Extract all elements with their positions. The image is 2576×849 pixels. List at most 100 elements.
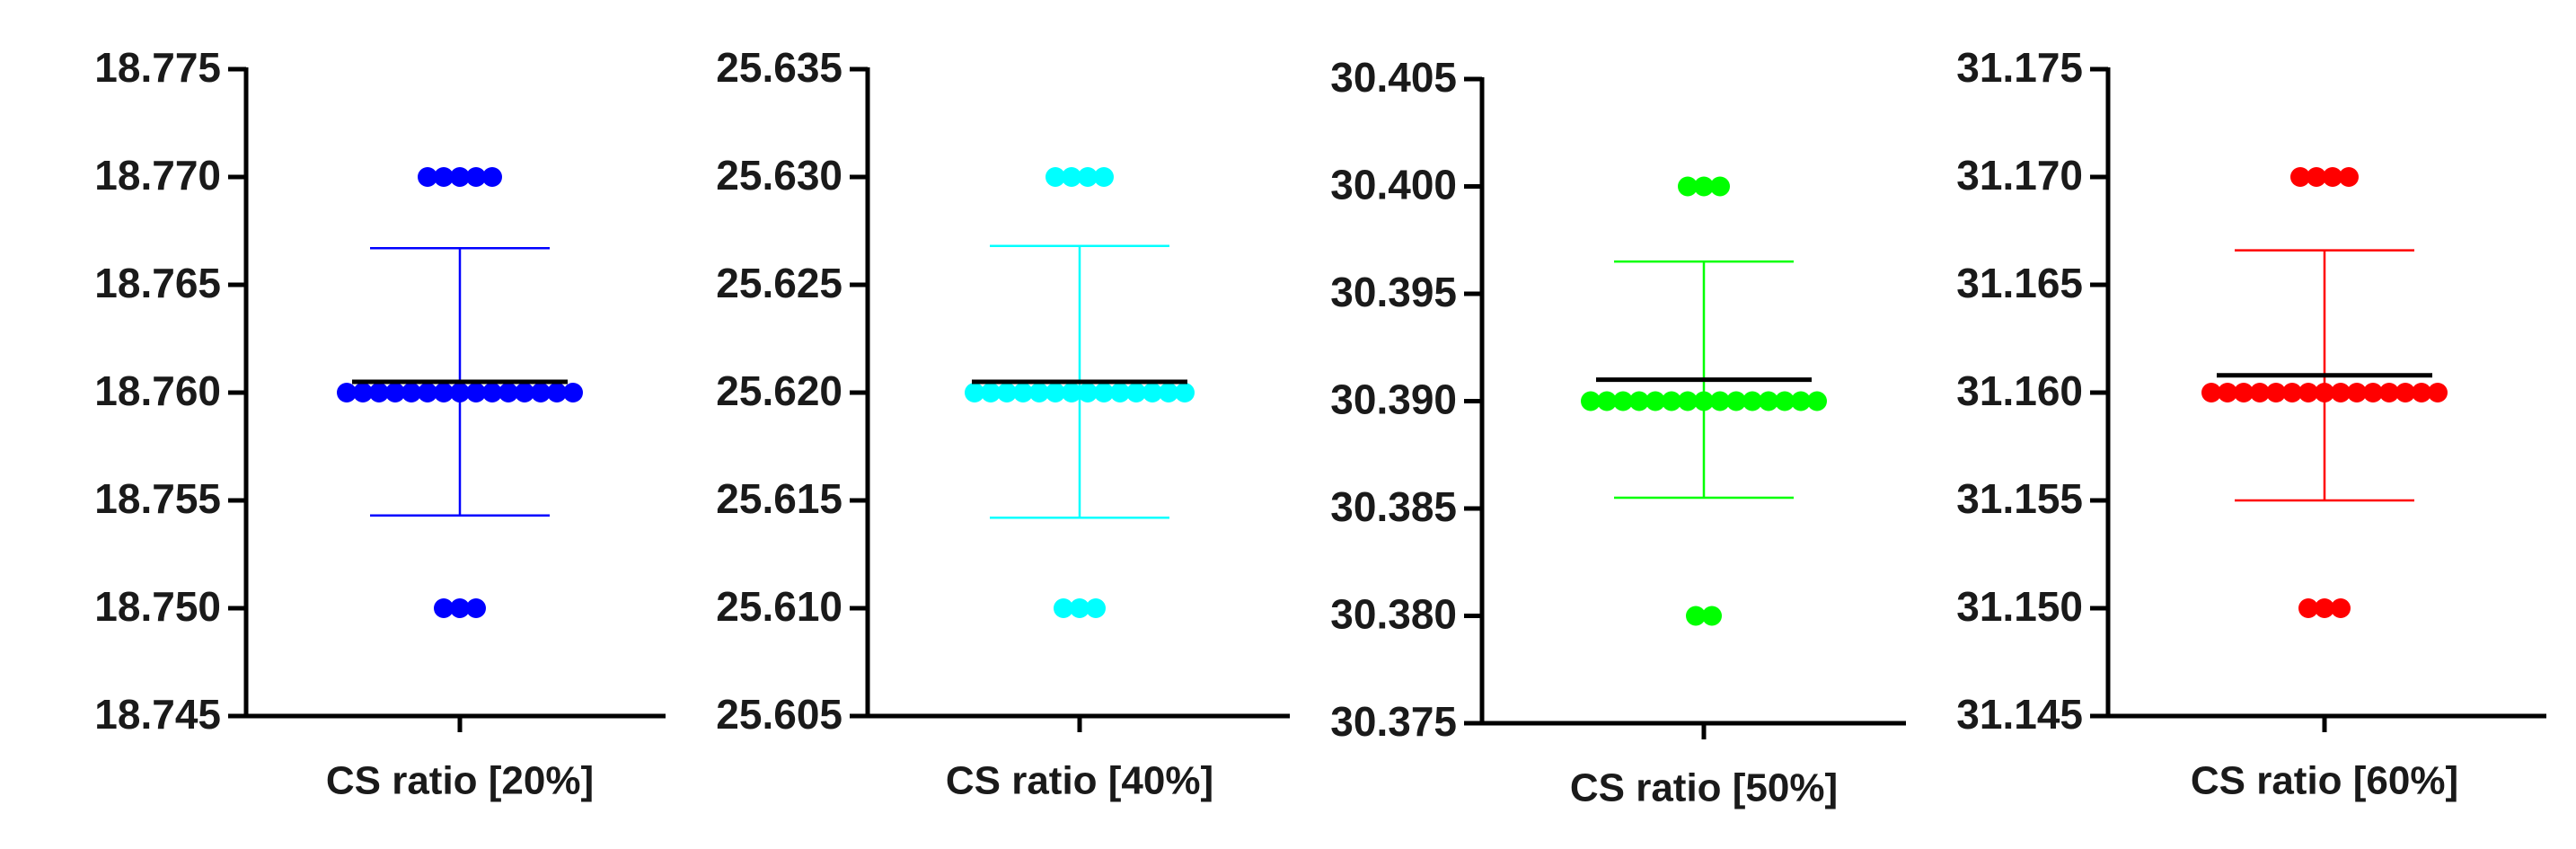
data-point bbox=[1807, 391, 1827, 411]
y-tick-label: 31.170 bbox=[1956, 152, 2083, 199]
data-point bbox=[1062, 383, 1081, 402]
category-label: CS ratio [20%] bbox=[326, 759, 594, 803]
data-point bbox=[466, 598, 486, 618]
data-point bbox=[1597, 391, 1617, 411]
y-tick-label: 30.375 bbox=[1330, 698, 1457, 745]
data-point bbox=[2315, 598, 2334, 618]
data-point bbox=[2395, 383, 2415, 402]
data-point bbox=[385, 383, 405, 402]
data-point bbox=[1702, 606, 1722, 626]
data-point bbox=[1613, 391, 1633, 411]
data-point bbox=[434, 598, 454, 618]
data-point bbox=[547, 383, 567, 402]
y-tick-label: 30.405 bbox=[1330, 54, 1457, 101]
y-tick-label: 31.165 bbox=[1956, 260, 2083, 306]
data-point bbox=[2379, 383, 2399, 402]
data-point bbox=[1710, 176, 1730, 197]
data-point bbox=[1742, 391, 1762, 411]
data-point bbox=[1759, 391, 1778, 411]
data-point bbox=[2339, 167, 2359, 187]
y-tick-label: 30.395 bbox=[1330, 269, 1457, 315]
data-point bbox=[1678, 391, 1698, 411]
y-tick-label: 18.755 bbox=[94, 475, 221, 522]
data-point bbox=[1581, 391, 1601, 411]
data-point bbox=[997, 383, 1017, 402]
data-point bbox=[1694, 176, 1714, 197]
y-tick-label: 25.615 bbox=[716, 475, 842, 522]
data-point bbox=[2331, 598, 2351, 618]
data-point bbox=[563, 383, 583, 402]
data-point bbox=[482, 167, 502, 187]
data-point bbox=[531, 383, 551, 402]
data-point bbox=[482, 383, 502, 402]
data-point bbox=[434, 167, 454, 187]
data-point bbox=[1159, 383, 1178, 402]
data-point bbox=[1029, 383, 1049, 402]
data-point bbox=[1629, 391, 1649, 411]
y-tick-label: 31.150 bbox=[1956, 583, 2083, 630]
data-point bbox=[2307, 167, 2326, 187]
data-point bbox=[418, 383, 437, 402]
data-point bbox=[1086, 598, 1106, 618]
y-tick-label: 25.630 bbox=[716, 152, 842, 199]
data-point bbox=[2347, 383, 2367, 402]
data-point bbox=[401, 383, 421, 402]
data-point bbox=[2234, 383, 2254, 402]
data-point bbox=[1726, 391, 1746, 411]
y-tick-label: 25.635 bbox=[716, 44, 842, 91]
data-point bbox=[1078, 383, 1098, 402]
data-point bbox=[1791, 391, 1811, 411]
y-tick-label: 30.400 bbox=[1330, 162, 1457, 208]
y-tick-label: 30.380 bbox=[1330, 591, 1457, 638]
y-tick-label: 31.155 bbox=[1956, 475, 2083, 522]
data-point bbox=[2201, 383, 2221, 402]
data-point bbox=[2331, 383, 2351, 402]
category-label: CS ratio [50%] bbox=[1570, 766, 1838, 810]
data-point bbox=[1678, 176, 1698, 197]
data-point bbox=[418, 167, 437, 187]
category-label: CS ratio [60%] bbox=[2191, 759, 2458, 803]
data-point bbox=[2298, 383, 2318, 402]
data-point bbox=[1045, 167, 1065, 187]
y-tick-label: 30.385 bbox=[1330, 483, 1457, 530]
data-point bbox=[2218, 383, 2237, 402]
y-tick-label: 25.605 bbox=[716, 691, 842, 738]
y-tick-label: 18.745 bbox=[94, 691, 221, 738]
y-tick-label: 25.620 bbox=[716, 367, 842, 414]
data-point bbox=[353, 383, 373, 402]
y-tick-label: 25.610 bbox=[716, 583, 842, 630]
data-point bbox=[1094, 383, 1114, 402]
y-tick-label: 18.770 bbox=[94, 152, 221, 199]
data-point bbox=[1126, 383, 1146, 402]
data-point bbox=[434, 383, 454, 402]
y-tick-label: 31.145 bbox=[1956, 691, 2083, 738]
y-tick-label: 18.750 bbox=[94, 583, 221, 630]
data-point bbox=[466, 167, 486, 187]
data-point bbox=[466, 383, 486, 402]
data-point bbox=[1054, 598, 1073, 618]
data-point bbox=[1175, 383, 1195, 402]
y-tick-label: 18.760 bbox=[94, 367, 221, 414]
y-tick-label: 31.175 bbox=[1956, 44, 2083, 91]
y-tick-label: 31.160 bbox=[1956, 367, 2083, 414]
data-point bbox=[2323, 167, 2342, 187]
data-point bbox=[1142, 383, 1162, 402]
data-point bbox=[369, 383, 389, 402]
data-point bbox=[1686, 606, 1706, 626]
data-point bbox=[515, 383, 534, 402]
data-point bbox=[1645, 391, 1665, 411]
data-point bbox=[981, 383, 1001, 402]
data-point bbox=[1062, 167, 1081, 187]
data-point bbox=[2298, 598, 2318, 618]
data-point bbox=[1710, 391, 1730, 411]
y-tick-label: 18.765 bbox=[94, 260, 221, 306]
data-point bbox=[2290, 167, 2310, 187]
data-point bbox=[2266, 383, 2286, 402]
y-tick-label: 30.390 bbox=[1330, 376, 1457, 423]
data-point bbox=[1078, 167, 1098, 187]
data-point bbox=[1775, 391, 1795, 411]
data-point bbox=[1070, 598, 1090, 618]
data-point bbox=[450, 167, 470, 187]
